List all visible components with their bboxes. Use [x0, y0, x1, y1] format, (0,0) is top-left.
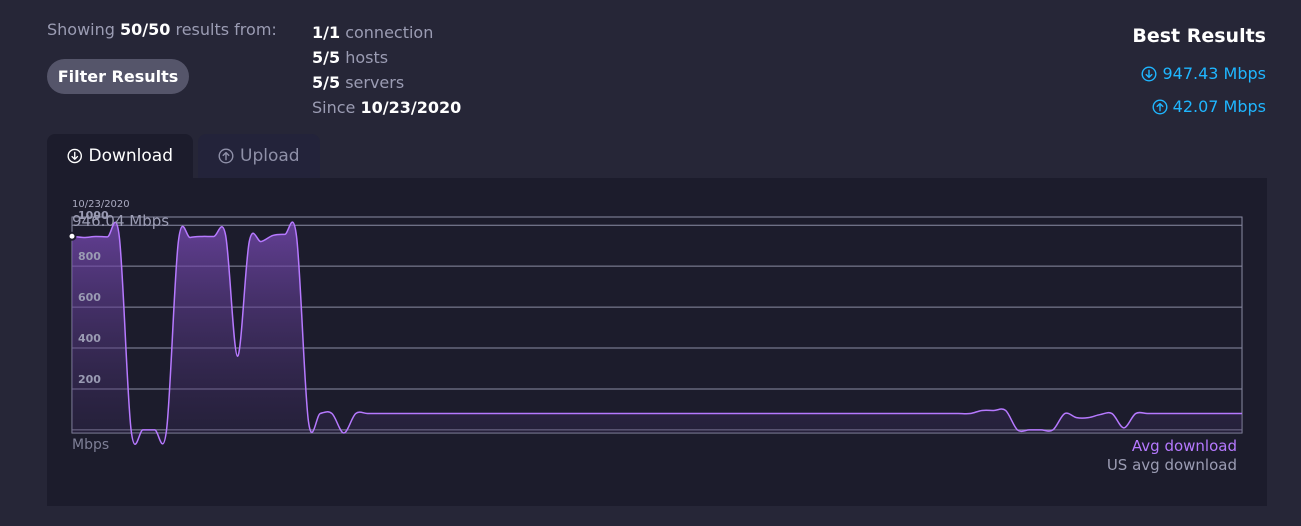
legend-avg-download[interactable]: Avg download [1131, 437, 1237, 455]
best-download-value: 947.43 Mbps [1162, 64, 1266, 83]
arrow-up-circle-icon [1152, 98, 1168, 115]
legend-us-avg-download[interactable]: US avg download [1106, 456, 1237, 474]
stat-value: 5/5 [312, 48, 341, 67]
y-tick-label: 200 [78, 373, 101, 386]
y-tick-label: 800 [78, 250, 101, 263]
arrow-down-circle-icon [67, 148, 83, 164]
y-tick-label: 600 [78, 291, 101, 304]
y-tick-label: 1000 [78, 209, 109, 222]
showing-prefix: Showing [47, 20, 115, 39]
results-summary: Showing 50/50 results from: [47, 20, 277, 39]
chart-marker [67, 231, 77, 241]
stat-value: 10/23/2020 [360, 98, 462, 117]
avg-download-line [71, 221, 1242, 446]
y-tick-label: 400 [78, 332, 101, 345]
stat-label: servers [345, 73, 405, 92]
tab-download-label: Download [88, 146, 173, 166]
stat-label: hosts [345, 48, 389, 67]
best-upload: 42.07 Mbps [1152, 97, 1266, 116]
stat-servers: 5/5 servers [312, 70, 461, 95]
showing-suffix: results from: [175, 20, 277, 39]
best-download: 947.43 Mbps [1141, 64, 1266, 83]
stat-value: 1/1 [312, 23, 341, 42]
arrow-down-circle-icon [1141, 65, 1157, 82]
hover-marker [67, 231, 77, 241]
stat-label: Since [312, 98, 356, 117]
y-axis-unit: Mbps [72, 437, 110, 453]
arrow-up-circle-icon [218, 148, 234, 164]
stat-connection: 1/1 connection [312, 20, 461, 45]
tooltip-value: 946.04 Mbps [72, 212, 170, 230]
tooltip-date: 10/23/2020 [72, 199, 130, 210]
results-stats: 1/1 connection 5/5 hosts 5/5 servers Sin… [312, 20, 461, 120]
tab-upload-label: Upload [240, 146, 300, 166]
tab-upload[interactable]: Upload [198, 134, 320, 178]
stat-label: connection [345, 23, 434, 42]
best-upload-value: 42.07 Mbps [1172, 97, 1266, 116]
showing-count: 50/50 [120, 20, 171, 39]
filter-results-button[interactable]: Filter Results [47, 59, 189, 94]
stat-hosts: 5/5 hosts [312, 45, 461, 70]
stat-value: 5/5 [312, 73, 341, 92]
y-axis-ticks: 200 400 600 800 1000 [78, 209, 109, 386]
best-results-title: Best Results [1132, 25, 1266, 47]
avg-download-area [72, 222, 1242, 445]
chart-area [71, 221, 1242, 446]
stat-since: Since 10/23/2020 [312, 95, 461, 120]
tab-download[interactable]: Download [47, 134, 193, 178]
